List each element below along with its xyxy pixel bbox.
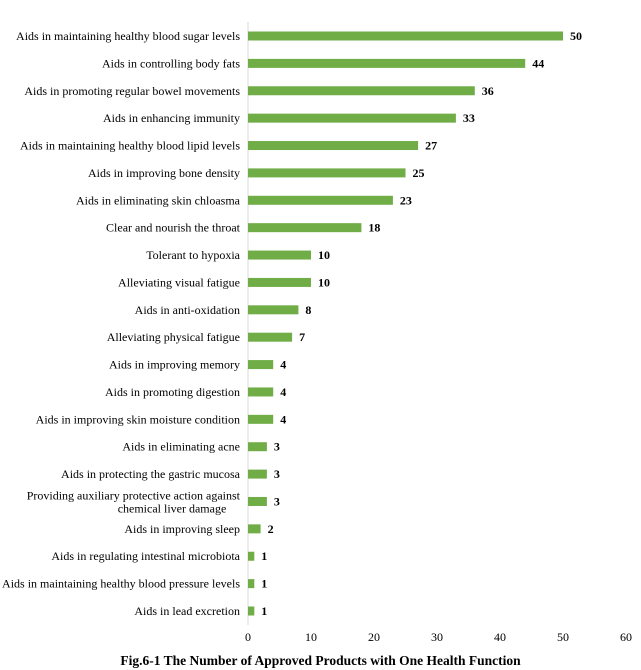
- data-label: 3: [274, 440, 280, 454]
- data-label: 10: [318, 275, 330, 289]
- data-label: 27: [425, 139, 437, 153]
- data-label: 3: [274, 467, 280, 481]
- bar: [248, 387, 274, 397]
- bar: [248, 31, 563, 41]
- bar: [248, 86, 475, 96]
- category-label: Aids in maintaining healthy blood pressu…: [2, 577, 240, 591]
- data-label: 18: [368, 221, 380, 235]
- x-tick-label: 50: [557, 630, 569, 644]
- category-label: Aids in regulating intestinal microbiota: [51, 549, 240, 563]
- bar: [248, 469, 267, 479]
- x-tick-label: 0: [245, 630, 251, 644]
- bar: [248, 250, 311, 260]
- bar: [248, 58, 526, 68]
- category-label: Providing auxiliary protective action ag…: [27, 488, 241, 515]
- bar: [248, 524, 261, 534]
- category-label: Aids in lead excretion: [134, 604, 240, 618]
- data-label: 50: [570, 29, 582, 43]
- data-label: 4: [280, 412, 286, 426]
- data-label: 25: [413, 166, 425, 180]
- data-label: 1: [261, 549, 267, 563]
- data-label: 33: [463, 111, 475, 125]
- bar: [248, 113, 456, 123]
- bar: [248, 277, 311, 287]
- data-label: 3: [274, 494, 280, 508]
- category-label: Aids in promoting digestion: [105, 385, 240, 399]
- chart-title: Fig.6-1 The Number of Approved Products …: [120, 653, 521, 668]
- data-label: 7: [299, 330, 305, 344]
- bar: [248, 223, 362, 233]
- bar: [248, 332, 293, 342]
- category-label: Aids in maintaining healthy blood lipid …: [20, 139, 240, 153]
- bar: [248, 360, 274, 370]
- category-label: Aids in controlling body fats: [102, 56, 240, 70]
- data-label: 4: [280, 358, 286, 372]
- category-label: Aids in improving sleep: [124, 522, 240, 536]
- category-label: Aids in improving bone density: [88, 166, 240, 180]
- bar: [248, 141, 419, 151]
- bar: [248, 606, 255, 616]
- category-label: Alleviating visual fatigue: [118, 275, 240, 289]
- bar: [248, 168, 406, 178]
- data-label: 2: [268, 522, 274, 536]
- category-label: Clear and nourish the throat: [106, 221, 241, 235]
- x-tick-label: 10: [305, 630, 317, 644]
- x-tick-label: 40: [494, 630, 506, 644]
- data-label: 8: [305, 303, 311, 317]
- bar: [248, 195, 393, 205]
- category-label: Aids in maintaining healthy blood sugar …: [16, 29, 240, 43]
- category-label: Aids in promoting regular bowel movement…: [24, 84, 240, 98]
- x-tick-label: 60: [620, 630, 632, 644]
- bar: [248, 551, 255, 561]
- category-label: Aids in anti-oxidation: [135, 303, 240, 317]
- data-label: 4: [280, 385, 286, 399]
- category-label: Aids in protecting the gastric mucosa: [61, 467, 241, 481]
- x-tick-label: 20: [368, 630, 380, 644]
- category-label: Aids in enhancing immunity: [103, 111, 240, 125]
- bar-chart: Aids in maintaining healthy blood sugar …: [2, 22, 632, 644]
- category-label: Alleviating physical fatigue: [107, 330, 240, 344]
- bar: [248, 414, 274, 424]
- data-label: 23: [400, 193, 412, 207]
- category-label: Aids in improving skin moisture conditio…: [36, 412, 240, 426]
- category-label: Aids in eliminating skin chloasma: [76, 193, 241, 207]
- data-label: 1: [261, 604, 267, 618]
- data-label: 36: [482, 84, 494, 98]
- category-label: Tolerant to hypoxia: [146, 248, 240, 262]
- bar: [248, 579, 255, 589]
- bar: [248, 305, 299, 315]
- data-label: 1: [261, 577, 267, 591]
- bar: [248, 442, 267, 452]
- data-label: 44: [532, 56, 544, 70]
- bar: [248, 496, 267, 506]
- data-label: 10: [318, 248, 330, 262]
- category-label: Aids in improving memory: [109, 358, 240, 372]
- x-tick-label: 30: [431, 630, 443, 644]
- category-label: Aids in eliminating acne: [122, 440, 240, 454]
